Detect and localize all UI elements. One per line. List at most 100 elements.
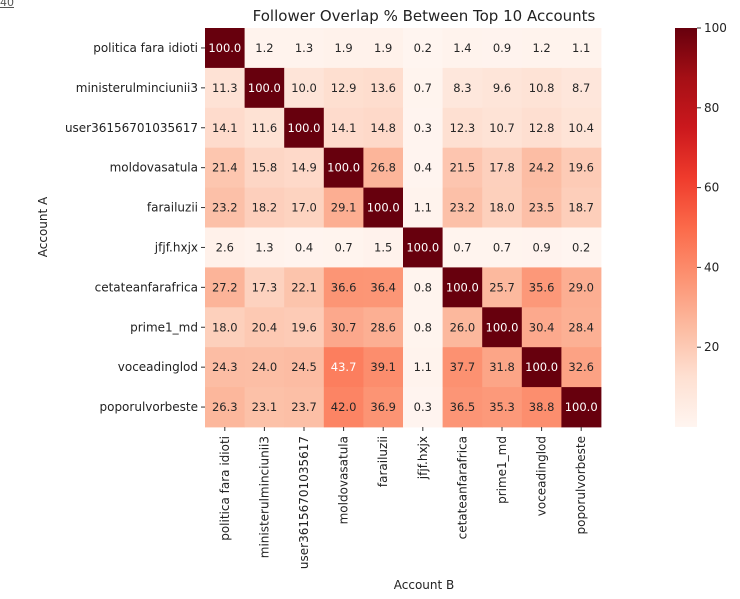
cell-value-label: 14.1 <box>331 121 357 135</box>
heatmap-cell <box>244 107 285 149</box>
heatmap-cell <box>244 387 285 428</box>
cell-value-label: 2.6 <box>216 240 234 254</box>
heatmap-cell <box>205 187 245 228</box>
cell-value-label: 26.3 <box>212 400 238 414</box>
heatmap-cell <box>323 187 364 228</box>
heatmap-cell <box>521 387 562 428</box>
chart-title: Follower Overlap % Between Top 10 Accoun… <box>253 7 596 25</box>
column-label: moldovasatula <box>337 436 351 524</box>
heatmap-cell <box>403 147 443 188</box>
cell-value-label: 21.4 <box>212 161 238 175</box>
column-label: politica fara idioti <box>218 436 232 541</box>
cell-value-label: 19.6 <box>568 161 594 175</box>
heatmap-cell <box>363 227 404 268</box>
row-labels: politica fara idioti ministerulminciunii3… <box>65 41 205 414</box>
heatmap-cell <box>363 387 404 428</box>
heatmap-cell <box>442 147 483 188</box>
cell-value-label: 29.0 <box>568 280 594 294</box>
cell-value-label: 100.0 <box>248 81 281 95</box>
heatmap-cell <box>403 67 443 109</box>
colorbar-tick-label: 20 <box>704 340 719 354</box>
cell-value-label: 14.1 <box>212 121 238 135</box>
row-label: politica fara idioti <box>93 41 198 55</box>
heatmap-cell <box>482 28 523 69</box>
cell-value-label: 32.6 <box>568 360 594 374</box>
heatmap-cell <box>482 347 523 388</box>
cell-value-label: 1.1 <box>414 201 432 215</box>
cell-value-label: 13.6 <box>370 81 396 95</box>
cell-value-label: 0.9 <box>493 41 511 55</box>
heatmap-cell <box>205 307 245 348</box>
cell-value-label: 100.0 <box>367 201 400 215</box>
row-label: moldovasatula <box>110 161 198 175</box>
heatmap-cell <box>442 267 483 308</box>
cell-value-label: 23.2 <box>212 201 238 215</box>
heatmap-cell <box>442 187 483 228</box>
heatmap-cell <box>561 107 602 149</box>
heatmap-cell <box>561 307 602 348</box>
column-label: jfjf.hxjx <box>416 436 430 480</box>
heatmap-cell <box>521 107 562 149</box>
heatmap-cell <box>284 307 325 348</box>
heatmap-cell <box>244 227 285 268</box>
heatmap-cell <box>403 267 443 308</box>
heatmap-cells: 100.0 1.2 1.3 1.9 1.9 0.2 1.4 0.9 1.2 1.1 11.3 100.… <box>205 28 602 428</box>
cell-value-label: 14.8 <box>370 121 396 135</box>
column-label: user36156701035617 <box>297 436 311 569</box>
cell-value-label: 100.0 <box>327 161 360 175</box>
heatmap-cell <box>323 387 364 428</box>
cell-value-label: 1.3 <box>255 240 273 254</box>
cell-value-label: 37.7 <box>450 360 476 374</box>
cell-value-label: 0.7 <box>453 240 471 254</box>
cell-value-label: 18.2 <box>252 201 278 215</box>
cell-value-label: 1.9 <box>334 41 352 55</box>
heatmap-cell <box>403 347 443 388</box>
heatmap-cell <box>363 187 404 228</box>
cell-value-label: 100.0 <box>525 360 558 374</box>
heatmap-cell <box>205 347 245 388</box>
heatmap-cell <box>244 187 285 228</box>
cell-value-label: 36.5 <box>450 400 476 414</box>
heatmap-cell <box>363 147 404 188</box>
cell-value-label: 0.7 <box>414 81 432 95</box>
row-label: voceadinglod <box>118 360 198 374</box>
cell-value-label: 0.4 <box>414 161 432 175</box>
cell-value-label: 23.5 <box>529 201 555 215</box>
row-label: jfjf.hxjx <box>154 240 198 254</box>
cell-value-label: 11.3 <box>212 81 238 95</box>
cell-value-label: 30.4 <box>529 320 555 334</box>
cell-value-label: 1.1 <box>572 41 590 55</box>
heatmap-cell <box>403 307 443 348</box>
cell-value-label: 0.9 <box>532 240 550 254</box>
heatmap-cell <box>205 387 245 428</box>
cell-value-label: 27.2 <box>212 280 238 294</box>
heatmap-cell <box>284 147 325 188</box>
cell-value-label: 100.0 <box>446 280 479 294</box>
colorbar-ticks: 20 40 60 80 100 <box>697 21 727 354</box>
heatmap-cell <box>482 307 523 348</box>
heatmap-cell <box>363 347 404 388</box>
heatmap-cell <box>561 147 602 188</box>
heatmap-cell <box>205 67 245 109</box>
cell-value-label: 0.3 <box>414 121 432 135</box>
cell-value-label: 23.1 <box>252 400 278 414</box>
cell-value-label: 0.7 <box>334 240 352 254</box>
cell-value-label: 0.4 <box>295 240 313 254</box>
cell-value-label: 18.0 <box>489 201 515 215</box>
heatmap-cell <box>284 227 325 268</box>
heatmap-cell <box>323 267 364 308</box>
cell-value-label: 23.2 <box>450 201 476 215</box>
cell-value-label: 31.8 <box>489 360 515 374</box>
cell-value-label: 12.8 <box>529 121 555 135</box>
heatmap-cell <box>403 28 443 69</box>
heatmap-cell <box>403 107 443 149</box>
cell-value-label: 24.5 <box>291 360 317 374</box>
cell-value-label: 23.7 <box>291 400 317 414</box>
column-label: ministerulminciunii3 <box>257 436 271 558</box>
cell-value-label: 22.1 <box>291 280 317 294</box>
heatmap-cell <box>284 28 325 69</box>
cell-value-label: 43.7 <box>331 360 357 374</box>
heatmap-cell <box>442 227 483 268</box>
cell-value-label: 24.2 <box>529 161 555 175</box>
